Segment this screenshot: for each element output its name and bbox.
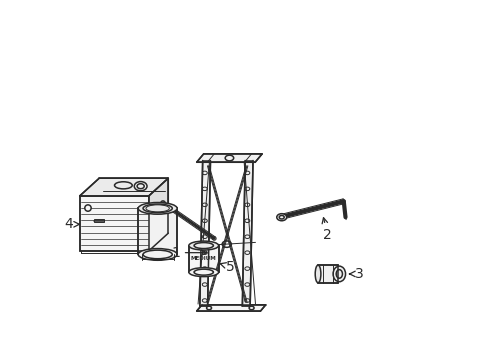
Polygon shape (317, 265, 337, 283)
Text: 1: 1 (171, 246, 206, 260)
Text: 2: 2 (322, 218, 331, 242)
Ellipse shape (276, 214, 286, 221)
Ellipse shape (332, 266, 345, 282)
Polygon shape (80, 178, 168, 196)
Ellipse shape (138, 203, 177, 214)
Polygon shape (200, 161, 210, 306)
Ellipse shape (134, 181, 147, 191)
Text: 3: 3 (348, 267, 364, 281)
Ellipse shape (315, 265, 320, 283)
Ellipse shape (138, 249, 177, 260)
Polygon shape (138, 208, 177, 255)
Ellipse shape (188, 268, 218, 276)
Polygon shape (148, 178, 168, 251)
Ellipse shape (84, 205, 91, 211)
Ellipse shape (188, 241, 218, 250)
Polygon shape (188, 246, 218, 272)
Polygon shape (196, 305, 265, 311)
Polygon shape (80, 196, 148, 251)
Text: 4: 4 (64, 217, 79, 231)
Polygon shape (242, 161, 252, 306)
Text: 5: 5 (220, 260, 234, 274)
Text: MEDIUM: MEDIUM (190, 256, 216, 261)
Polygon shape (196, 154, 262, 162)
